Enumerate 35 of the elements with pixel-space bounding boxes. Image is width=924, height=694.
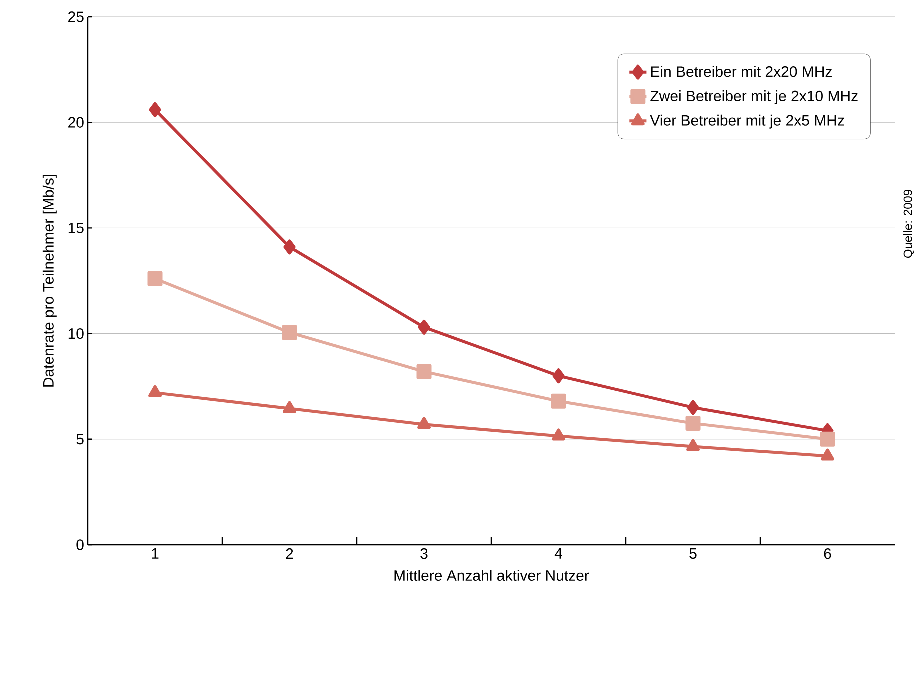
y-tick-label: 20 (68, 117, 84, 128)
point (687, 400, 700, 416)
y-tick-label: 25 (68, 12, 84, 22)
x-tick-label: 2 (286, 548, 294, 560)
legend-label: Vier Betreiber mit je 2x5 MHz (650, 114, 844, 129)
point (148, 385, 162, 398)
point (148, 271, 163, 286)
point (552, 428, 566, 441)
point (283, 401, 296, 414)
y-axis-title: Datenrate pro Teilnehmer [Mb/s] (42, 174, 57, 387)
point (418, 417, 431, 430)
y-tick-label: 15 (68, 222, 84, 234)
point (820, 432, 836, 447)
y-tick-label: 5 (76, 434, 84, 445)
source-note: Quelle: 2009 (904, 190, 914, 258)
x-tick-label: 6 (824, 548, 832, 560)
x-axis-title: Mittlere Anzahl aktiver Nutzer (394, 570, 590, 582)
point (284, 240, 296, 255)
x-tick-label: 1 (152, 548, 159, 559)
point (686, 439, 700, 452)
point (686, 416, 701, 432)
point (282, 325, 298, 340)
point (418, 320, 430, 335)
point (416, 364, 432, 380)
x-tick-label: 3 (420, 548, 428, 560)
legend-label: Zwei Betreiber mit je 2x10 MHz (650, 90, 858, 105)
y-tick-label: 10 (68, 328, 84, 340)
x-tick-label: 4 (554, 548, 562, 559)
point (149, 102, 162, 118)
y-tick-label: 0 (76, 540, 84, 550)
point (821, 448, 834, 461)
x-tick-label: 5 (690, 548, 697, 559)
legend-label: Ein Betreiber mit 2x20 MHz (651, 66, 832, 78)
point (552, 368, 565, 384)
point (551, 394, 566, 409)
